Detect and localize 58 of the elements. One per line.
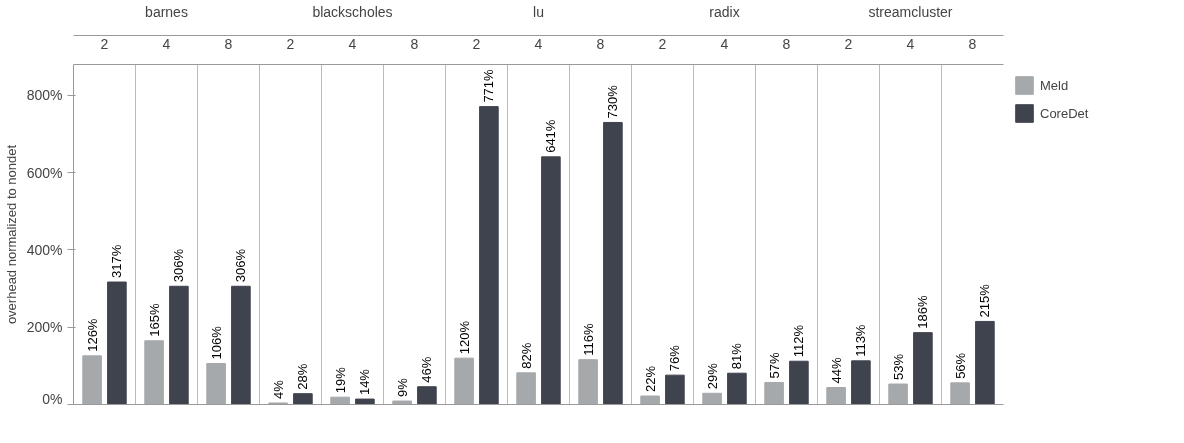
text: 165% xyxy=(146,303,162,337)
x-tick-label: 2 xyxy=(100,35,109,52)
text: streamcluster xyxy=(868,3,953,20)
x-tick-label: 8 xyxy=(224,35,233,52)
text: 44% xyxy=(828,357,844,384)
x-tick-label: 2 xyxy=(472,35,481,52)
text: 113% xyxy=(853,324,869,357)
text: 57% xyxy=(766,352,782,379)
y-tick-label: 800% xyxy=(26,87,63,104)
text: lu xyxy=(533,3,544,20)
x-tick-label: 4 xyxy=(162,35,171,52)
text: 56% xyxy=(952,352,968,379)
text: 112% xyxy=(791,324,807,358)
text: 46% xyxy=(419,356,435,383)
text: 82% xyxy=(518,342,534,369)
text: 22% xyxy=(642,365,658,392)
text: 306% xyxy=(233,249,249,283)
x-tick-label: 8 xyxy=(410,35,419,52)
y-axis-title: overhead normalized to nondet xyxy=(3,144,19,325)
x-tick-label: 8 xyxy=(596,35,605,52)
text: 28% xyxy=(295,363,311,390)
text: 53% xyxy=(890,353,906,381)
x-tick-label: 4 xyxy=(720,35,729,52)
text: 116% xyxy=(580,323,596,356)
text: 19% xyxy=(332,367,348,394)
text: 215% xyxy=(977,284,993,318)
legend-label: CoreDet xyxy=(1040,105,1089,121)
x-tick-label: 4 xyxy=(348,35,357,52)
legend-label: Meld xyxy=(1040,77,1069,93)
text: 29% xyxy=(704,363,720,390)
text: 186% xyxy=(915,295,931,329)
x-tick-label: 2 xyxy=(658,35,667,52)
text: 14% xyxy=(357,369,373,396)
y-tick-label: 0% xyxy=(42,390,63,407)
x-tick-label: 2 xyxy=(844,35,853,52)
text: 9% xyxy=(394,378,410,398)
text: 730% xyxy=(605,85,621,119)
x-tick-label: 4 xyxy=(906,35,915,52)
text: 306% xyxy=(171,249,187,283)
text: blackscholes xyxy=(312,3,393,20)
y-tick-label: 400% xyxy=(26,241,63,258)
text: 76% xyxy=(667,345,683,372)
text: 641% xyxy=(543,119,559,153)
text: radix xyxy=(709,3,740,20)
y-tick-label: 200% xyxy=(26,319,63,336)
text: barnes xyxy=(145,3,188,20)
x-tick-label: 4 xyxy=(534,35,543,52)
text: 126% xyxy=(84,318,100,352)
x-tick-label: 8 xyxy=(968,35,977,52)
y-tick-label: 600% xyxy=(26,164,63,181)
text: 120% xyxy=(456,320,472,355)
text: 4% xyxy=(270,380,286,399)
x-tick-label: 2 xyxy=(286,35,295,52)
text: 317% xyxy=(109,244,125,279)
text: 81% xyxy=(729,343,745,370)
x-tick-label: 8 xyxy=(782,35,791,52)
text: 771% xyxy=(481,69,497,103)
text: 106% xyxy=(208,326,224,360)
